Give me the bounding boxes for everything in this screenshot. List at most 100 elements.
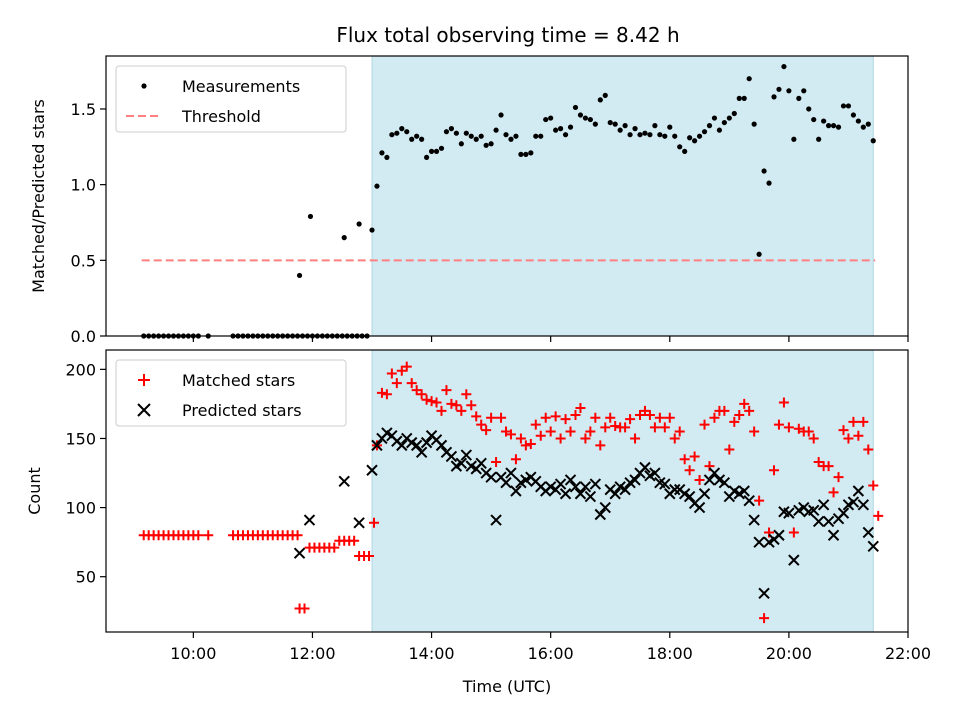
data-point: [564, 474, 577, 486]
data-point: [783, 422, 794, 433]
bottom-panel: 50 100 150 200 10:00 12:00 14:00 16:00 18:00 20:0…: [25, 349, 931, 696]
data-point: [569, 481, 582, 493]
data-point: [364, 550, 375, 561]
data-point: [711, 115, 718, 121]
data-point: [329, 542, 340, 553]
data-point: [384, 154, 390, 161]
data-point: [414, 133, 420, 139]
data-point: [865, 121, 871, 127]
data-point: [587, 116, 593, 123]
data-point: [848, 416, 859, 427]
data-point: [471, 411, 482, 422]
data-point: [473, 136, 479, 142]
data-point: [533, 133, 539, 139]
x-tick-label: 18:00: [647, 644, 693, 663]
data-point: [788, 554, 800, 566]
data-point: [394, 130, 400, 136]
data-point: [654, 412, 665, 423]
data-point: [349, 535, 360, 546]
data-point: [698, 488, 711, 500]
data-point: [554, 478, 567, 490]
legend: Measurements Threshold: [115, 65, 347, 133]
data-point: [404, 129, 410, 135]
data-point: [718, 476, 731, 489]
data-point: [682, 148, 688, 154]
data-point: [867, 540, 879, 553]
data-point: [736, 95, 742, 101]
data-point: [840, 103, 847, 109]
data-point: [565, 426, 576, 437]
data-point: [687, 135, 693, 141]
data-point: [847, 496, 860, 508]
data-point: [807, 504, 820, 517]
data-point: [520, 440, 531, 451]
data-point: [607, 119, 613, 126]
data-point: [817, 499, 830, 511]
data-point: [667, 124, 673, 130]
data-point: [453, 130, 459, 136]
data-point: [769, 465, 780, 476]
data-point: [703, 474, 716, 486]
data-point: [548, 115, 554, 121]
data-point: [491, 456, 502, 467]
data-point: [602, 92, 608, 98]
data-point: [461, 389, 472, 400]
data-point: [451, 400, 462, 411]
data-point: [709, 412, 720, 423]
axes-frame: [105, 55, 909, 337]
data-point: [530, 419, 541, 430]
data-point: [303, 514, 316, 526]
data-point: [761, 168, 767, 174]
data-point: [441, 385, 452, 396]
data-point: [620, 422, 631, 433]
data-point: [371, 439, 383, 452]
data-point: [585, 426, 596, 437]
data-point: [674, 426, 685, 437]
data-point: [791, 136, 797, 142]
data-point: [293, 547, 306, 559]
data-point: [746, 76, 752, 82]
legend-box: [115, 359, 347, 427]
data-point: [868, 480, 879, 491]
data-point: [699, 419, 710, 430]
data-point: [436, 405, 447, 416]
data-point: [610, 421, 621, 432]
data-point: [433, 148, 440, 154]
data-point: [296, 272, 303, 279]
legend-marker: [141, 83, 147, 89]
data-point: [406, 378, 417, 389]
data-point: [463, 130, 469, 136]
data-point: [560, 414, 571, 425]
data-point: [600, 422, 611, 433]
data-point: [729, 416, 740, 427]
data-point: [734, 409, 745, 420]
data-point: [505, 467, 517, 479]
data-point: [510, 454, 521, 465]
data-point: [664, 412, 675, 423]
data-point: [466, 400, 477, 411]
data-point: [555, 433, 566, 444]
data-point: [368, 517, 379, 528]
data-point: [756, 251, 762, 257]
data-point: [582, 115, 589, 121]
data-point: [812, 515, 825, 528]
data-point: [748, 514, 760, 526]
data-point: [684, 465, 695, 476]
data-point: [476, 419, 487, 430]
y-tick-label: 100: [65, 499, 96, 518]
data-point: [455, 457, 468, 470]
data-point: [592, 121, 598, 127]
data-point: [870, 138, 876, 144]
data-point: [376, 387, 387, 398]
data-point: [721, 119, 727, 126]
data-point: [811, 116, 817, 123]
data-point: [845, 103, 852, 109]
data-point: [510, 485, 522, 497]
data-point: [751, 121, 757, 127]
data-point: [766, 180, 772, 186]
legend-label: Threshold: [181, 107, 261, 126]
data-point: [773, 529, 785, 541]
data-point: [739, 398, 750, 409]
data-point: [683, 490, 696, 503]
